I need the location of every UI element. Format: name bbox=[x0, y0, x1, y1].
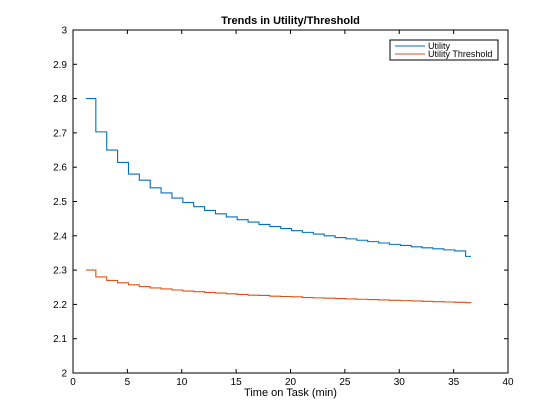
y-tick-label: 3 bbox=[61, 26, 67, 37]
x-tick-label: 0 bbox=[70, 377, 76, 388]
chart-title: Trends in Utility/Threshold bbox=[221, 15, 360, 27]
x-tick-label: 40 bbox=[502, 377, 514, 388]
x-tick-label: 20 bbox=[285, 377, 297, 388]
series-line-utility bbox=[86, 98, 472, 257]
y-tick-label: 2.9 bbox=[53, 60, 67, 71]
y-tick-label: 2 bbox=[61, 369, 67, 380]
x-tick-label: 30 bbox=[394, 377, 406, 388]
y-tick-label: 2.3 bbox=[53, 266, 67, 277]
y-tick-label: 2.2 bbox=[53, 300, 67, 311]
x-tick-label: 5 bbox=[125, 377, 131, 388]
series-lines bbox=[86, 98, 472, 304]
y-tick-label: 2.1 bbox=[53, 334, 67, 345]
series-line-utility-threshold bbox=[86, 269, 472, 304]
x-tick-label: 15 bbox=[231, 377, 243, 388]
legend-box bbox=[389, 39, 499, 61]
y-tick-label: 2.6 bbox=[53, 163, 67, 174]
x-tick-label: 35 bbox=[448, 377, 460, 388]
legend-label: Utility bbox=[428, 41, 450, 51]
y-tick-label: 2.4 bbox=[53, 231, 67, 242]
axis-ticks: 0 5 10 15 20 25 30 35 40 2 2.1 2.2 2.3 2.4 2.5 2.6 2.7 2.… bbox=[53, 26, 514, 389]
legend-label: Utility Threshold bbox=[428, 49, 492, 59]
x-tick-label: 10 bbox=[176, 377, 188, 388]
y-tick-label: 2.8 bbox=[53, 94, 67, 105]
y-tick-label: 2.5 bbox=[53, 197, 67, 208]
x-axis-title: Time on Task (min) bbox=[244, 387, 337, 399]
y-tick-label: 2.7 bbox=[53, 128, 67, 139]
plot-area-frame bbox=[72, 29, 509, 374]
x-tick-label: 25 bbox=[339, 377, 351, 388]
